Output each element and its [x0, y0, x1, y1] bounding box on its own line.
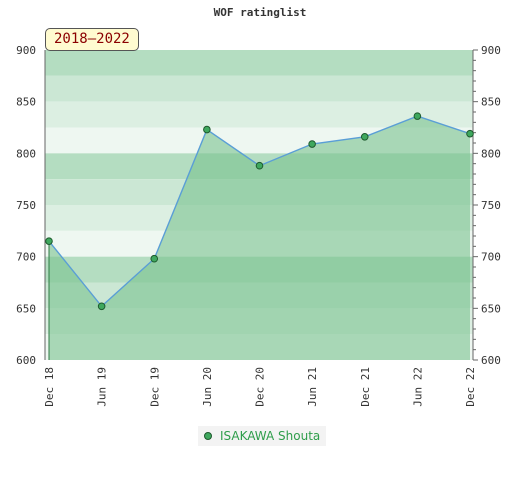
series-points-group [45, 112, 474, 311]
x-tick-label: Dec 21 [359, 367, 372, 407]
x-tick-label: Jun 21 [306, 367, 319, 407]
background-band [45, 50, 473, 76]
data-point [413, 112, 422, 120]
area-fill-group [49, 116, 470, 360]
y-tick-label-left: 850 [16, 96, 36, 109]
y-tick-label-left: 900 [16, 44, 36, 57]
period-badge: 2018–2022 [45, 28, 139, 51]
y-tick-label-right: 650 [481, 302, 501, 315]
series-area [49, 116, 470, 360]
y-tick-label-right: 750 [481, 199, 501, 212]
y-tick-label-left: 600 [16, 354, 36, 367]
x-tick-label: Dec 19 [148, 367, 161, 407]
x-tick-label: Dec 22 [464, 367, 477, 407]
x-tick-label: Dec 18 [43, 367, 56, 407]
axes-group [44, 49, 478, 361]
x-tick-label: Dec 20 [254, 367, 267, 407]
data-point [97, 302, 106, 311]
data-point [203, 125, 211, 134]
data-point [45, 237, 53, 245]
data-point [150, 254, 159, 263]
data-point [360, 133, 369, 141]
y-tick-label-right: 700 [481, 251, 501, 264]
data-point [308, 140, 316, 148]
y-tick-label-right: 600 [481, 354, 501, 367]
data-point [466, 129, 474, 138]
y-tick-label-left: 800 [16, 147, 36, 160]
x-tick-label: Jun 22 [411, 367, 424, 407]
x-tick-label: Jun 19 [96, 367, 109, 407]
background-band [45, 75, 473, 102]
y-tick-label-left: 750 [16, 199, 36, 212]
legend[interactable]: ISAKAWA Shouta [198, 426, 327, 446]
y-tick-label-right: 800 [481, 147, 501, 160]
chart-title: WOF ratinglist [213, 6, 307, 19]
data-point [255, 161, 264, 170]
legend-label: ISAKAWA Shouta [220, 429, 321, 443]
tick-labels-group: 600 600 650 650 700 700 750 750 800 800 850 850 900 9… [16, 44, 501, 407]
legend-marker-icon [204, 432, 212, 440]
y-tick-label-left: 700 [16, 251, 36, 264]
x-tick-label: Jun 20 [201, 367, 214, 407]
y-tick-label-left: 650 [16, 302, 36, 315]
y-tick-label-right: 850 [481, 96, 501, 109]
y-tick-label-right: 900 [481, 44, 501, 57]
